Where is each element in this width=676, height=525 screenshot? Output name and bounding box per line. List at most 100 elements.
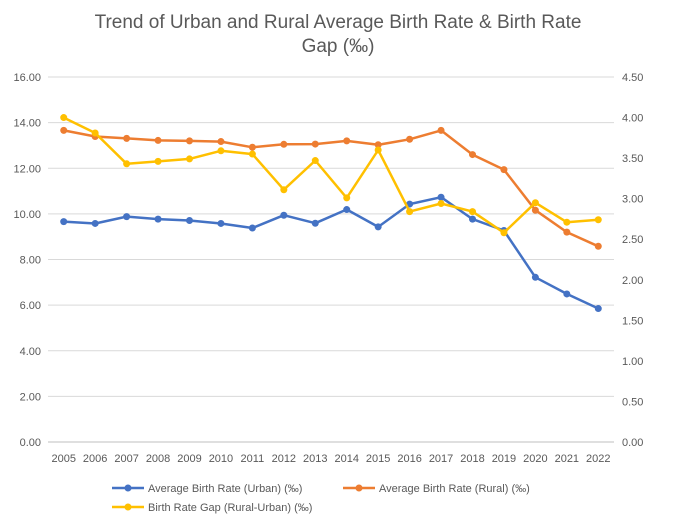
data-point[interactable] (217, 147, 225, 155)
data-point[interactable] (406, 135, 414, 143)
data-point[interactable] (60, 126, 68, 134)
right-y-tick-label: 3.50 (622, 153, 643, 165)
data-point[interactable] (280, 211, 288, 219)
legend-item-rural[interactable]: Average Birth Rate (Rural) (‰) (343, 483, 530, 495)
data-point[interactable] (437, 200, 445, 208)
x-axis: 2005 2006 2007 2008 2009 2010 2011 2012 2013 2014… (51, 453, 610, 465)
legend-label-urban: Average Birth Rate (Urban) (‰) (148, 483, 302, 495)
left-y-tick-label: 12.00 (13, 163, 41, 175)
data-point[interactable] (594, 305, 602, 313)
legend-label-rural: Average Birth Rate (Rural) (‰) (379, 483, 530, 495)
data-point[interactable] (60, 218, 68, 226)
legend-item-gap[interactable]: Birth Rate Gap (Rural-Urban) (‰) (112, 502, 312, 514)
data-point[interactable] (563, 228, 571, 236)
data-point[interactable] (91, 219, 99, 227)
chart-title-line-2: Gap (‰) (302, 36, 375, 57)
x-tick-label: 2012 (272, 453, 296, 465)
data-point[interactable] (437, 193, 445, 201)
data-point[interactable] (374, 141, 382, 149)
data-point[interactable] (123, 160, 131, 168)
data-point[interactable] (154, 157, 162, 165)
legend-label-gap: Birth Rate Gap (Rural-Urban) (‰) (148, 502, 312, 514)
data-point[interactable] (563, 218, 571, 226)
data-point[interactable] (594, 242, 602, 250)
data-point[interactable] (311, 157, 319, 165)
data-point[interactable] (531, 199, 539, 207)
data-point[interactable] (343, 137, 351, 145)
data-point[interactable] (217, 219, 225, 227)
data-point[interactable] (469, 208, 476, 216)
legend: Average Birth Rate (Urban) (‰) Average B… (112, 483, 530, 514)
legend-marker-gap (124, 503, 132, 511)
series-0 (60, 193, 602, 313)
x-tick-label: 2017 (429, 453, 453, 465)
data-point[interactable] (217, 138, 225, 146)
data-point[interactable] (186, 155, 193, 163)
series-2 (60, 114, 602, 237)
x-tick-label: 2021 (555, 453, 579, 465)
data-point[interactable] (154, 215, 162, 223)
data-point[interactable] (531, 273, 539, 281)
x-tick-label: 2013 (303, 453, 327, 465)
data-point[interactable] (343, 206, 351, 214)
data-point[interactable] (248, 224, 256, 232)
data-point[interactable] (248, 143, 256, 151)
data-point[interactable] (594, 216, 602, 224)
series-line (62, 195, 600, 310)
left-y-tick-label: 16.00 (13, 72, 41, 84)
left-y-tick-label: 4.00 (20, 346, 41, 358)
x-tick-label: 2016 (397, 453, 421, 465)
right-y-tick-label: 2.00 (622, 275, 643, 287)
data-point[interactable] (437, 126, 445, 134)
x-tick-label: 2015 (366, 453, 390, 465)
data-point[interactable] (280, 186, 288, 194)
right-y-tick-label: 4.00 (622, 113, 643, 125)
x-tick-label: 2011 (241, 453, 265, 465)
data-point[interactable] (91, 129, 99, 137)
data-point[interactable] (154, 136, 162, 144)
data-point[interactable] (123, 213, 131, 221)
data-point[interactable] (374, 223, 382, 231)
data-point[interactable] (469, 215, 476, 223)
x-tick-label: 2009 (177, 453, 201, 465)
data-point[interactable] (500, 229, 508, 237)
data-point[interactable] (374, 146, 382, 154)
x-tick-label: 2007 (114, 453, 138, 465)
series-line (62, 116, 600, 234)
left-y-axis: 0.00 2.00 4.00 6.00 8.00 10.00 12.00 14.00 16.00 (13, 72, 41, 449)
data-point[interactable] (311, 140, 319, 148)
right-y-tick-label: 4.50 (622, 72, 643, 84)
left-y-tick-label: 8.00 (20, 255, 41, 267)
right-y-tick-label: 1.50 (622, 315, 643, 327)
data-point[interactable] (406, 208, 414, 216)
data-point[interactable] (563, 290, 571, 298)
legend-marker-urban (124, 484, 132, 492)
right-y-tick-label: 2.50 (622, 234, 643, 246)
series-layer (60, 114, 602, 313)
right-y-tick-label: 3.00 (622, 194, 643, 206)
data-point[interactable] (248, 150, 256, 158)
legend-item-urban[interactable]: Average Birth Rate (Urban) (‰) (112, 483, 302, 495)
data-point[interactable] (280, 140, 288, 148)
x-tick-label: 2014 (334, 453, 358, 465)
data-point[interactable] (186, 216, 193, 224)
right-y-tick-label: 0.50 (622, 396, 643, 408)
right-y-axis: 0.00 0.50 1.00 1.50 2.00 2.50 3.00 3.50 4.00 4.50 (622, 72, 643, 449)
series-line (62, 129, 600, 248)
data-point[interactable] (469, 151, 476, 159)
data-point[interactable] (531, 206, 539, 214)
data-point[interactable] (311, 219, 319, 227)
data-point[interactable] (343, 194, 351, 202)
data-point[interactable] (123, 134, 131, 142)
right-y-tick-label: 0.00 (622, 437, 643, 449)
data-point[interactable] (186, 137, 193, 145)
x-tick-label: 2020 (523, 453, 547, 465)
data-point[interactable] (60, 114, 68, 122)
gridlines (48, 76, 614, 443)
data-point[interactable] (500, 166, 508, 174)
series-1 (60, 126, 602, 250)
legend-marker-rural (355, 484, 363, 492)
left-y-tick-label: 14.00 (13, 118, 41, 130)
chart-title-line-1: Trend of Urban and Rural Average Birth R… (95, 12, 582, 33)
